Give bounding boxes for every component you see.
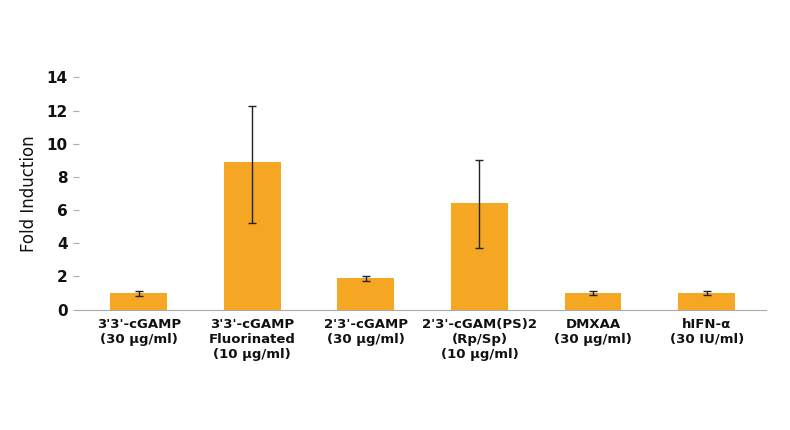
Bar [565,293,622,310]
Bar [451,203,508,310]
Y-axis label: Fold Induction: Fold Induction [21,135,38,252]
Bar [337,278,394,310]
Bar [679,293,735,310]
Bar [224,162,280,310]
Bar [111,293,167,310]
